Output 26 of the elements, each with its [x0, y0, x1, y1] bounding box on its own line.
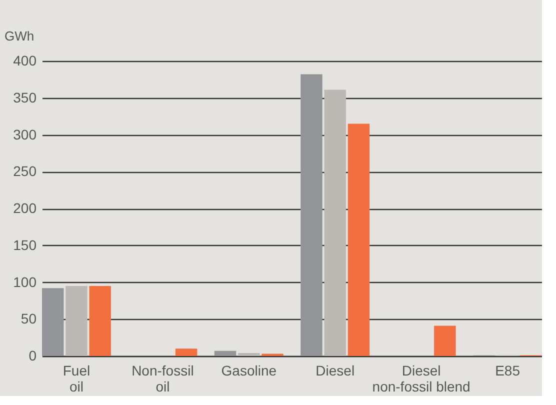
- y-tick-label: 100: [13, 274, 37, 290]
- bar: [214, 350, 236, 356]
- y-tick-label: 50: [20, 310, 37, 327]
- y-tick-label: 150: [13, 236, 37, 253]
- bar: [66, 286, 88, 356]
- bar: [89, 286, 111, 356]
- x-tick-label: Non-fossil oil: [132, 362, 194, 394]
- bar: [175, 348, 198, 356]
- x-tick-label: E85: [495, 362, 520, 378]
- x-tick-label: Fuel oil: [62, 362, 90, 394]
- bar: [300, 74, 322, 356]
- y-tick-label: 200: [13, 200, 37, 216]
- x-tick-label: Diesel non-fossil blend: [372, 362, 470, 394]
- bar: [324, 90, 346, 356]
- y-axis-title: GWh: [4, 28, 34, 44]
- y-tick-label: 300: [13, 126, 37, 142]
- bar: [434, 326, 456, 356]
- bar: [348, 124, 370, 356]
- x-tick-label: Diesel: [316, 362, 355, 378]
- y-tick-label: 250: [13, 163, 37, 180]
- y-tick-label: 400: [13, 52, 37, 68]
- y-tick-label: 0: [28, 348, 37, 364]
- x-tick-label: Gasoline: [221, 362, 277, 378]
- bar: [238, 353, 260, 356]
- y-tick-label: 350: [13, 89, 37, 106]
- bar: [42, 288, 64, 356]
